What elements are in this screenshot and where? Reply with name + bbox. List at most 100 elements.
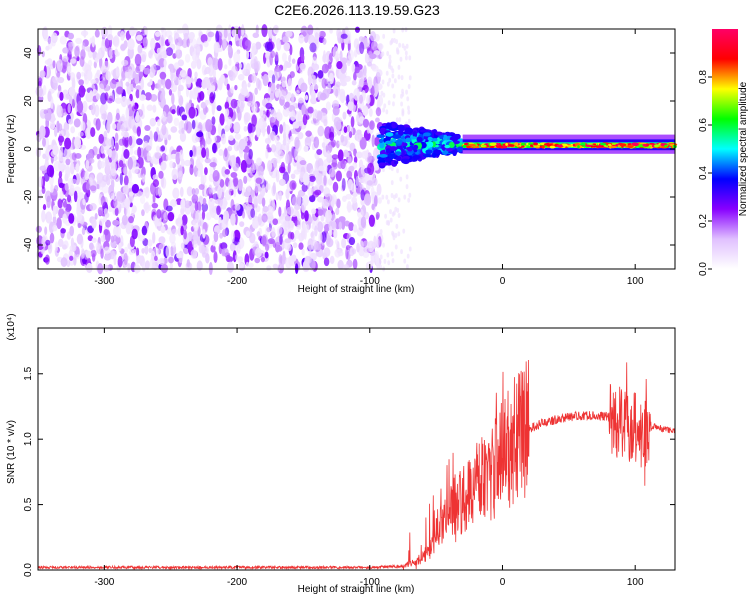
heatmap-cell: [169, 262, 174, 269]
heatmap-cell: [165, 245, 172, 258]
heatmap-cell: [135, 66, 141, 74]
heatmap-cell: [338, 216, 346, 223]
heatmap-cell: [208, 184, 213, 195]
heatmap-cell: [44, 226, 48, 236]
heatmap-cell: [272, 263, 279, 269]
heatmap-cell: [520, 142, 526, 146]
heatmap-cell: [379, 264, 382, 270]
heatmap-cell: [56, 217, 62, 230]
heatmap-cell: [115, 112, 120, 121]
heatmap-cell: [367, 162, 375, 176]
heatmap-cell: [196, 46, 201, 53]
spectrogram-y-label: Frequency (Hz): [6, 115, 17, 184]
heatmap-cell: [190, 205, 195, 214]
heatmap-cell: [377, 197, 382, 204]
heatmap-cell: [109, 79, 117, 90]
heatmap-cell: [75, 254, 80, 260]
heatmap-cell: [219, 178, 225, 188]
heatmap-cell: [376, 183, 382, 196]
heatmap-cell: [608, 143, 612, 146]
heatmap-cell: [172, 190, 177, 197]
heatmap-cell: [166, 113, 173, 124]
heatmap-cell: [115, 66, 120, 77]
heatmap-cell: [67, 32, 75, 40]
heatmap-cell: [400, 249, 403, 255]
heatmap-cell: [384, 140, 393, 145]
heatmap-cell: [405, 184, 409, 190]
heatmap-cell: [334, 239, 339, 245]
heatmap-cell: [160, 225, 166, 234]
heatmap-cell: [43, 26, 48, 39]
heatmap-cell: [171, 93, 175, 105]
heatmap-cell: [179, 149, 184, 162]
heatmap-cell: [386, 50, 390, 56]
heatmap-cell: [505, 142, 509, 146]
heatmap-cell: [233, 121, 241, 133]
heatmap-cell: [159, 71, 167, 80]
heatmap-cell: [391, 230, 394, 236]
heatmap-cell: [194, 71, 198, 79]
heatmap-cell: [177, 164, 183, 178]
heatmap-cell: [112, 191, 117, 202]
heatmap-cell: [250, 101, 258, 114]
heatmap-cell: [116, 225, 122, 238]
heatmap-cell: [102, 174, 109, 183]
heatmap-cell: [392, 134, 402, 139]
heatmap-cell: [180, 198, 186, 209]
heatmap-cell: [304, 136, 312, 149]
heatmap-cell: [448, 141, 455, 149]
heatmap-cell: [221, 247, 229, 257]
heatmap-cell: [307, 106, 314, 114]
heatmap-cell: [114, 132, 119, 142]
heatmap-cell: [276, 112, 283, 122]
heatmap-cell: [323, 257, 330, 267]
heatmap-cell: [131, 105, 138, 112]
heatmap-cell: [238, 138, 246, 151]
heatmap-cell: [281, 76, 286, 82]
heatmap-cell: [243, 191, 251, 198]
heatmap-cell: [201, 79, 207, 89]
heatmap-cell: [154, 255, 158, 262]
heatmap-cell: [373, 195, 378, 207]
heatmap-cell: [141, 247, 146, 254]
heatmap-cell: [91, 35, 96, 48]
heatmap-cell: [385, 132, 394, 137]
colorbar-gradient: [712, 29, 738, 269]
heatmap-cell: [212, 66, 216, 80]
heatmap-cell: [340, 81, 347, 87]
heatmap-cell: [42, 153, 47, 159]
heatmap-cell: [173, 62, 180, 70]
heatmap-cell: [406, 253, 410, 259]
heatmap-cell: [149, 79, 153, 86]
heatmap-cell: [344, 26, 349, 34]
heatmap-cell: [78, 79, 85, 86]
heatmap-cell: [206, 79, 211, 89]
heatmap-cell: [404, 27, 408, 33]
heatmap-cell: [58, 182, 65, 189]
heatmap-cell: [390, 39, 394, 45]
heatmap-cell: [343, 126, 348, 133]
heatmap-cell: [54, 241, 59, 252]
heatmap-cell: [141, 225, 148, 236]
heatmap-cell: [397, 197, 401, 203]
heatmap-cell: [57, 238, 64, 248]
heatmap-cell: [139, 195, 146, 204]
heatmap-cell: [396, 168, 399, 174]
heatmap-cell: [313, 118, 317, 124]
heatmap-cell: [390, 180, 394, 186]
heatmap-cell: [362, 105, 369, 117]
heatmap-cell: [227, 32, 232, 42]
heatmap-cell: [323, 118, 328, 127]
heatmap-cell: [278, 178, 286, 186]
heatmap-cell: [236, 242, 241, 254]
heatmap-cell: [144, 92, 153, 101]
heatmap-cell: [315, 172, 323, 185]
heatmap-cell: [74, 136, 82, 150]
heatmap-cell: [245, 261, 249, 267]
heatmap-cell: [274, 67, 282, 73]
heatmap-cell: [243, 151, 248, 161]
heatmap-cell: [257, 213, 263, 226]
heatmap-cell: [368, 214, 375, 227]
heatmap-cell: [270, 109, 276, 117]
heatmap-cell: [362, 118, 370, 128]
